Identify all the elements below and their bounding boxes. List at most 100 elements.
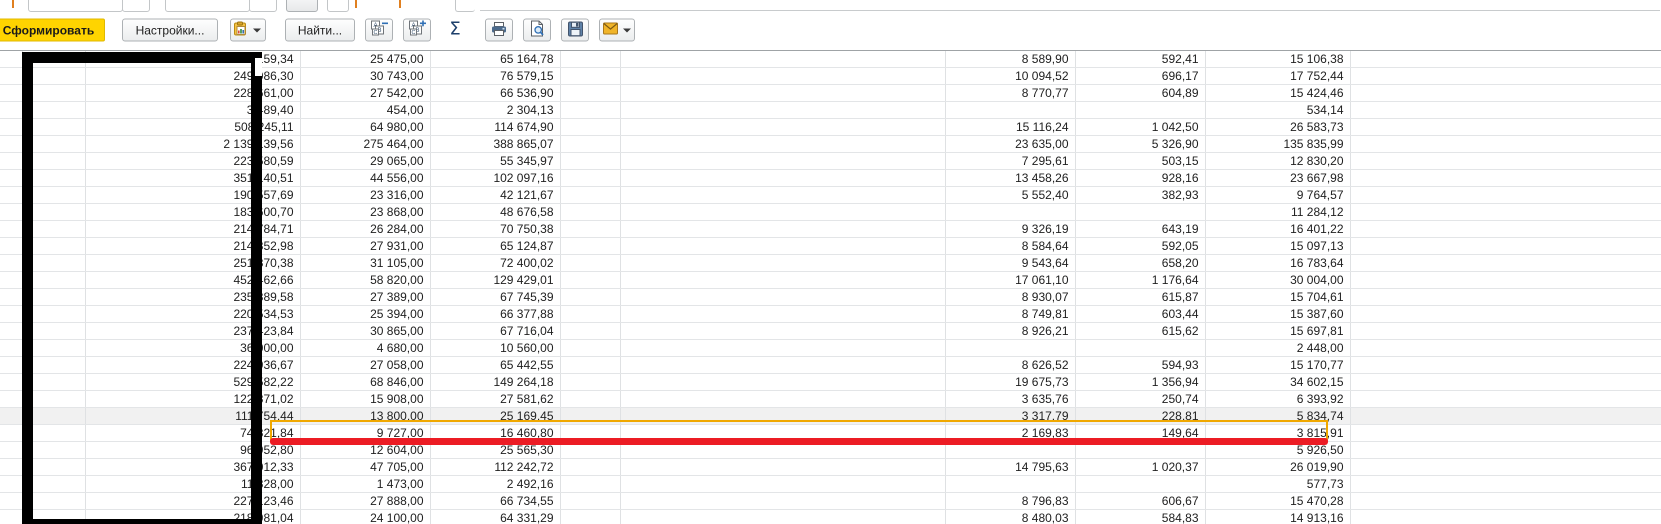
table-cell[interactable]: 228,81 (1075, 407, 1206, 425)
table-cell[interactable] (22, 254, 86, 272)
table-cell[interactable] (560, 67, 621, 85)
param-field-2-button[interactable] (249, 0, 277, 12)
table-cell[interactable] (22, 101, 86, 119)
table-cell[interactable] (22, 203, 86, 221)
sum-button[interactable]: Σ (441, 19, 469, 42)
table-cell[interactable] (1350, 390, 1661, 408)
table-cell[interactable] (620, 322, 946, 340)
table-cell[interactable] (0, 84, 23, 102)
table-cell[interactable] (560, 254, 621, 272)
table-cell[interactable]: 17 061,10 (945, 271, 1076, 289)
table-cell[interactable] (560, 118, 621, 136)
table-cell[interactable]: 14 913,16 (1205, 509, 1351, 524)
table-row[interactable]: 36 000,00 4 680,00 10 560,00 2 448,00 (0, 339, 1661, 357)
table-cell[interactable] (1350, 305, 1661, 323)
table-cell[interactable]: 5 326,90 (1075, 135, 1206, 153)
table-cell[interactable]: 10 560,00 (430, 339, 561, 357)
table-cell[interactable]: 5 552,40 (945, 186, 1076, 204)
table-cell[interactable] (0, 356, 23, 374)
table-row[interactable]: 367 012,33 47 705,00 112 242,72 14 795,63 1 … (0, 458, 1661, 476)
table-cell[interactable]: 44 556,00 (300, 169, 431, 187)
table-cell[interactable] (0, 186, 23, 204)
table-cell[interactable] (0, 407, 23, 425)
table-cell[interactable] (560, 390, 621, 408)
table-cell[interactable] (1075, 339, 1206, 357)
table-cell[interactable]: 8 589,90 (945, 51, 1076, 68)
table-cell[interactable]: 15 424,46 (1205, 84, 1351, 102)
table-cell[interactable] (560, 407, 621, 425)
table-cell[interactable]: 23 635,00 (945, 135, 1076, 153)
table-cell[interactable] (0, 288, 23, 306)
expand-groups-button[interactable]: A B C (403, 18, 431, 42)
table-cell[interactable] (1350, 441, 1661, 459)
table-cell[interactable]: 16 783,64 (1205, 254, 1351, 272)
table-row[interactable]: 2 139 139,56 275 464,00 388 865,07 23 635,0… (0, 135, 1661, 153)
table-cell[interactable]: 24 100,00 (300, 509, 431, 524)
table-cell[interactable] (560, 203, 621, 221)
table-cell[interactable] (945, 475, 1076, 493)
table-cell[interactable] (0, 101, 23, 119)
table-cell[interactable]: 508 245,11 (85, 118, 301, 136)
table-cell[interactable]: 30 743,00 (300, 67, 431, 85)
table-cell[interactable] (560, 356, 621, 374)
table-cell[interactable] (22, 458, 86, 476)
table-cell[interactable] (945, 339, 1076, 357)
table-cell[interactable]: 2 492,16 (430, 475, 561, 493)
table-cell[interactable]: 26 019,90 (1205, 458, 1351, 476)
table-cell[interactable] (0, 373, 23, 391)
clipboard-button[interactable] (230, 18, 266, 42)
table-cell[interactable] (22, 271, 86, 289)
table-cell[interactable] (0, 322, 23, 340)
table-cell[interactable] (22, 67, 86, 85)
table-cell[interactable] (620, 152, 946, 170)
table-cell[interactable]: 220 534,53 (85, 305, 301, 323)
table-cell[interactable]: 227 123,46 (85, 492, 301, 510)
table-cell[interactable] (1350, 203, 1661, 221)
table-cell[interactable] (560, 220, 621, 238)
table-cell[interactable] (620, 458, 946, 476)
table-cell[interactable]: 643,19 (1075, 220, 1206, 238)
table-cell[interactable] (22, 407, 86, 425)
table-cell[interactable]: 15 097,13 (1205, 237, 1351, 255)
table-cell[interactable] (1350, 51, 1661, 68)
table-cell[interactable] (22, 288, 86, 306)
param-toggle-button[interactable] (286, 0, 318, 12)
table-cell[interactable] (22, 373, 86, 391)
table-cell[interactable] (560, 322, 621, 340)
table-cell[interactable] (620, 186, 946, 204)
table-row[interactable]: 3 489,40 454,00 2 304,13 534,14 (0, 101, 1661, 119)
table-cell[interactable]: 25 394,00 (300, 305, 431, 323)
table-cell[interactable] (22, 84, 86, 102)
table-cell[interactable]: 2 169,83 (945, 424, 1076, 442)
table-cell[interactable]: 27 931,00 (300, 237, 431, 255)
collapse-groups-button[interactable]: A B C (365, 18, 393, 42)
table-cell[interactable] (620, 84, 946, 102)
table-cell[interactable]: 351 140,51 (85, 169, 301, 187)
table-cell[interactable] (620, 305, 946, 323)
param-field-1-button[interactable] (122, 0, 150, 12)
table-cell[interactable] (620, 475, 946, 493)
table-row[interactable]: 508 245,11 64 980,00 114 674,90 15 116,24 1 … (0, 118, 1661, 136)
table-cell[interactable]: 235 889,58 (85, 288, 301, 306)
table-cell[interactable]: 30 865,00 (300, 322, 431, 340)
table-cell[interactable] (620, 51, 946, 68)
table-cell[interactable]: 8 584,64 (945, 237, 1076, 255)
table-cell[interactable] (560, 373, 621, 391)
table-cell[interactable]: 7 295,61 (945, 152, 1076, 170)
table-cell[interactable]: 65 164,78 (430, 51, 561, 68)
table-cell[interactable]: 1 473,00 (300, 475, 431, 493)
table-cell[interactable]: 15 170,77 (1205, 356, 1351, 374)
table-cell[interactable]: 534,14 (1205, 101, 1351, 119)
table-cell[interactable] (1350, 67, 1661, 85)
table-cell[interactable] (1350, 322, 1661, 340)
table-cell[interactable]: 67 716,04 (430, 322, 561, 340)
table-cell[interactable]: 47 705,00 (300, 458, 431, 476)
table-cell[interactable] (22, 441, 86, 459)
table-row[interactable]: 452 462,66 58 820,00 129 429,01 17 061,10 1 … (0, 271, 1661, 289)
table-cell[interactable] (560, 458, 621, 476)
table-cell[interactable] (1350, 509, 1661, 524)
table-cell[interactable] (1350, 118, 1661, 136)
table-cell[interactable]: 1 356,94 (1075, 373, 1206, 391)
send-mail-button[interactable] (599, 18, 635, 42)
table-cell[interactable] (1350, 101, 1661, 119)
